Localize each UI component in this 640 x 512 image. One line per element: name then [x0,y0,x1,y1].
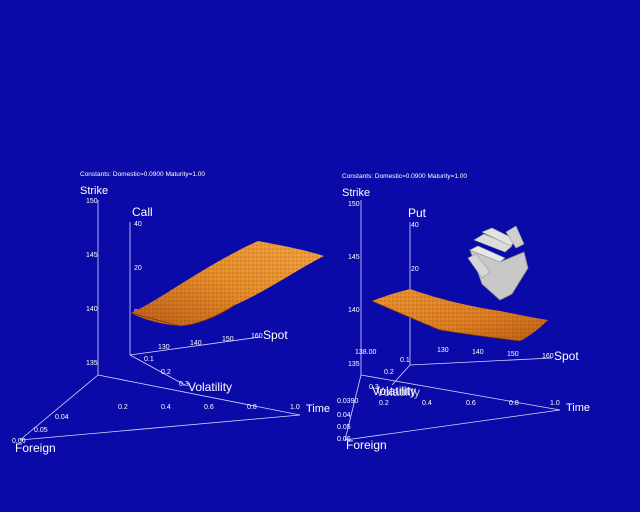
put-volatility-tick: 0.1 [400,357,410,364]
call-constants-label: Constants: Domestic=0.0900 Maturity=1.00 [80,171,205,178]
call-time-tick: 0.2 [118,404,128,411]
put-time-tick: 0.4 [422,400,432,407]
call-foreign-axis [19,374,99,441]
put-time-axis-label: Time [566,402,590,414]
put-constants-label: Constants: Domestic=0.0900 Maturity=1.00 [342,173,467,180]
put-volatility-axis-label: Volatility [372,384,416,398]
put-volatility-tick-overlap: 0.3 [369,384,379,391]
put-base-diagonal [360,374,561,411]
call-time-tick: 0.6 [204,404,214,411]
hand-cursor-finger [505,225,525,249]
put-spot-tick: 130 [437,347,449,354]
call-plot-title: Call [132,205,153,219]
put-spot-axis [409,357,553,366]
call-strike-tick: 140 [86,306,98,313]
call-volatility-tick: 0.2 [161,369,171,376]
put-plot-title: Put [408,206,427,220]
call-base-diagonal [97,374,301,416]
put-spot-tick: 160 [542,353,554,360]
call-spot-axis-label: Spot [263,328,288,342]
put-foreign-tick: 0.04 [337,412,351,419]
call-volatility-axis [129,354,186,386]
put-value-tick: 20 [411,266,419,273]
call-time-tick: 1.0 [290,404,300,411]
put-volatility-tick: 0.2 [384,369,394,376]
call-foreign-tick: 0.04 [55,414,69,421]
put-spot-tick: 140 [472,349,484,356]
hand-cursor-finger [469,245,506,263]
call-time-tick: 0.8 [247,404,257,411]
put-strike-tick: 150 [348,201,360,208]
call-foreign-tick: 0.05 [34,427,48,434]
call-volatility-tick: 0.1 [144,356,154,363]
put-strike-tick: 135 [348,361,360,368]
put-value-tick: 40 [411,222,419,229]
put-spot-axis-label: Spot [554,349,579,363]
call-foreign-axis-label: Foreign [15,441,56,455]
put-time-origin-tick: 0.0390 [337,398,359,405]
put-time-axis [344,409,561,441]
call-foreign-tick: 0.06 [12,438,26,445]
call-time-axis-label: Time [306,403,330,415]
put-volatility-axis [391,364,411,386]
call-volatility-axis-label: Volatility [188,380,232,394]
put-foreign-axis [344,374,362,441]
hand-cursor-finger [473,233,513,253]
call-spot-tick: 150 [222,336,234,343]
call-spot-axis [129,336,261,356]
hand-cursor-icon[interactable] [467,225,529,301]
put-strike-current-value: 138.00 [355,349,377,356]
call-plot[interactable]: Constants: Domestic=0.0900 Maturity=1.00… [12,171,330,455]
call-strike-tick: 135 [86,360,98,367]
put-plot[interactable]: Constants: Domestic=0.0900 Maturity=1.00… [337,173,590,452]
call-surface-texture [131,241,324,326]
hand-cursor-palm [469,249,529,301]
put-foreign-tick: 0.05 [337,424,351,431]
put-strike-axis-label: Strike [342,187,370,199]
put-time-tick: 0.6 [466,400,476,407]
call-surface-edge [130,304,236,327]
call-volatility-tick: 0.3 [179,381,189,388]
call-spot-tick: 160 [251,333,263,340]
call-time-tick: 0.4 [161,404,171,411]
call-strike-axis-label: Strike [80,185,108,197]
put-surface-edge [371,300,521,342]
put-surface-texture [372,289,548,341]
put-time-tick: 0.8 [509,400,519,407]
put-volatility-axis-label-overlap: Volatility [376,385,420,399]
put-time-tick: 1.0 [550,400,560,407]
put-foreign-tick: 0.06 [337,436,351,443]
call-spot-tick: 130 [158,344,170,351]
call-time-axis [19,414,301,441]
call-spot-tick: 140 [190,340,202,347]
put-time-tick: 0.2 [379,400,389,407]
put-strike-tick: 145 [348,254,360,261]
put-spot-tick: 150 [507,351,519,358]
call-value-tick: 20 [134,265,142,272]
hand-cursor-thumb [467,253,491,279]
call-strike-tick: 150 [86,198,98,205]
put-foreign-axis-label: Foreign [346,438,387,452]
put-strike-tick: 140 [348,307,360,314]
call-value-tick: 40 [134,221,142,228]
call-strike-tick: 145 [86,252,98,259]
